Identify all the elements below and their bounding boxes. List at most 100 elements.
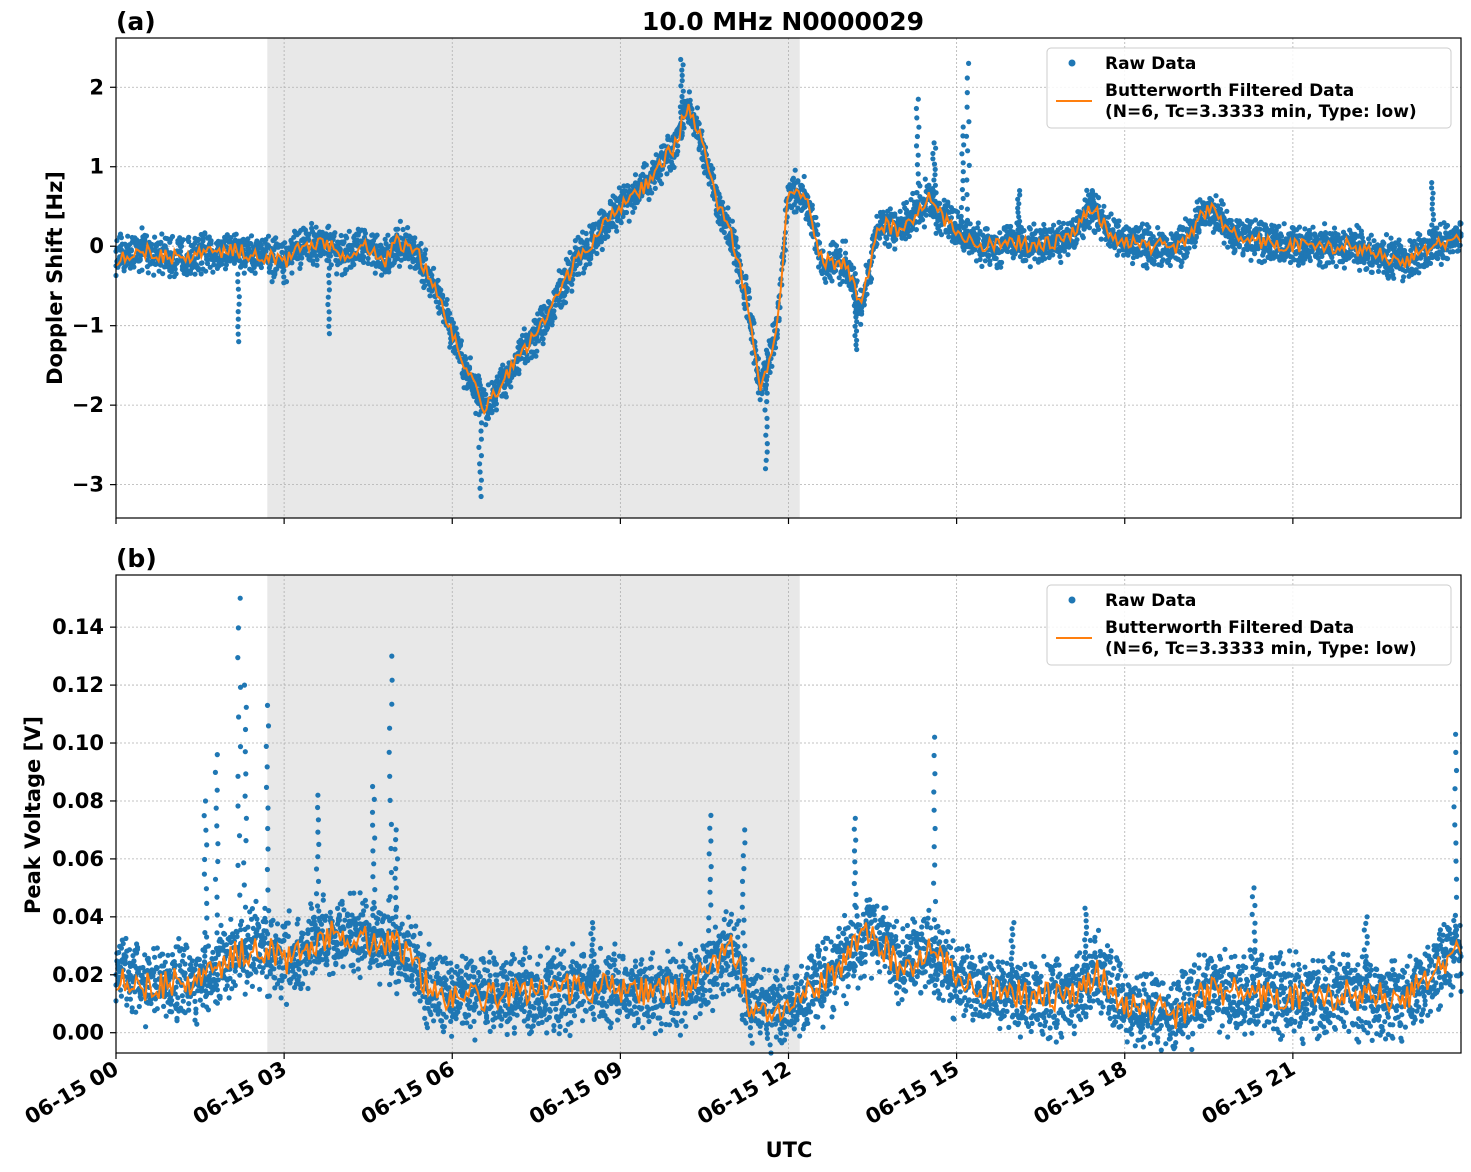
panel-b: (b) 0.000.020.040.060.080.100.120.14 06-… [21,544,1464,1129]
raw-data-point [1457,242,1463,248]
raw-data-point [998,264,1004,270]
raw-data-point [1248,257,1254,263]
raw-data-point [913,143,920,149]
raw-data-point [960,178,966,184]
raw-data-point [675,148,681,154]
raw-data-point [854,337,860,343]
raw-data-point [182,961,188,967]
raw-data-point [1396,237,1402,243]
raw-data-point [396,263,403,269]
raw-data-point [671,164,677,170]
raw-data-point [1429,233,1436,239]
raw-data-point [274,266,280,272]
raw-data-point [997,230,1003,236]
raw-data-point [999,259,1005,266]
raw-data-point [423,247,429,253]
raw-data-point [762,466,769,472]
raw-data-point [1008,223,1014,230]
raw-data-point [306,231,312,237]
raw-data-point [930,156,936,162]
raw-data-point [477,469,483,475]
raw-data-point [1388,235,1394,241]
raw-data-point [763,457,769,463]
raw-data-point [551,308,557,314]
raw-data-point [721,229,727,236]
raw-data-point [1281,221,1287,227]
raw-data-point [599,246,605,253]
raw-data-point [289,270,295,276]
raw-data-point [200,235,206,241]
raw-data-point [938,232,945,238]
raw-data-point [344,235,350,241]
raw-data-point [1192,239,1198,245]
raw-data-point [887,206,893,212]
raw-data-point [735,244,741,250]
raw-data-point [930,193,936,199]
raw-data-point [435,277,441,283]
raw-data-point [979,263,985,269]
raw-data-point [139,267,145,273]
raw-data-point [576,271,582,277]
legend-raw-marker [1068,59,1076,67]
raw-data-point [679,104,685,110]
raw-data-point [678,83,684,89]
raw-data-point [326,272,332,278]
raw-data-point [1417,232,1423,238]
raw-data-point [933,145,939,151]
raw-data-point [1155,225,1161,231]
raw-data-point [423,256,429,262]
raw-data-point [478,436,484,442]
raw-data-point [478,453,484,459]
raw-data-point [326,331,332,337]
raw-data-point [309,220,315,227]
raw-data-point [1430,190,1436,196]
raw-data-point [1221,240,1227,246]
raw-data-point [127,996,133,1002]
raw-data-point [1252,217,1259,223]
raw-data-point [1236,242,1242,248]
raw-data-point [658,181,665,187]
raw-data-point [694,105,701,111]
raw-data-point [145,270,151,276]
raw-data-point [1296,224,1303,230]
raw-data-point [184,944,190,951]
raw-data-point [344,267,350,273]
panel-a-grid [115,38,1461,518]
raw-data-point [1015,205,1021,211]
raw-data-point [272,271,278,277]
panel-a-shaded-span [267,38,800,518]
raw-data-point [1429,206,1435,212]
raw-data-point [893,236,899,243]
raw-data-point [161,1003,167,1010]
raw-data-point [842,238,849,244]
y-tick-label: 2 [89,75,104,99]
raw-data-point [203,268,209,274]
raw-data-point [931,140,937,146]
raw-data-point [1160,257,1166,263]
raw-data-point [1444,222,1451,229]
raw-data-point [931,177,937,183]
raw-data-point [383,241,389,247]
raw-data-point [569,288,575,294]
raw-data-point [158,239,164,245]
raw-data-point [361,254,367,260]
raw-data-point [1435,255,1441,262]
raw-data-point [1429,222,1435,228]
raw-data-point [178,248,184,254]
raw-data-point [1408,247,1414,253]
raw-data-point [136,1003,142,1010]
raw-data-point [868,276,875,282]
raw-data-point [1416,270,1422,276]
raw-data-point [569,281,575,287]
raw-data-point [966,162,972,168]
raw-data-point [618,220,624,226]
raw-data-point [852,300,859,306]
raw-data-point [1058,259,1064,265]
raw-data-point [626,218,632,224]
raw-data-point [679,72,685,78]
raw-data-point [853,314,859,320]
raw-data-point [180,237,186,243]
raw-data-point [892,246,898,252]
